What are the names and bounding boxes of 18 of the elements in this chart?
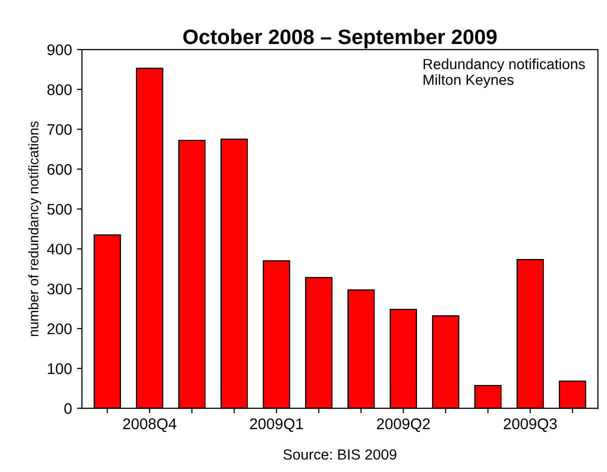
y-axis-title: number of redundancy notifications	[28, 121, 42, 336]
x-tick-label: 2009Q2	[376, 418, 430, 432]
source-note: Source: BIS 2009	[283, 449, 396, 460]
x-tick-label: 2008Q4	[123, 418, 176, 432]
y-tick-label: 300	[47, 284, 72, 294]
y-tick-label: 700	[48, 124, 72, 135]
y-tick-label: 800	[47, 84, 72, 96]
y-tick-label: 200	[48, 323, 72, 334]
y-tick-label: 500	[47, 204, 72, 215]
y-tick-label: 600	[48, 164, 72, 175]
x-tick-label: 2009Q1	[250, 418, 303, 432]
y-tick-label: 100	[48, 363, 72, 374]
annotation: Redundancy notifications Milton Keynes	[424, 58, 585, 88]
y-tick-label: 900	[47, 44, 72, 56]
y-tick-label: 0	[64, 403, 72, 414]
y-tick-label: 400	[47, 244, 72, 255]
chart-title: October 2008 – September 2009	[183, 28, 497, 48]
x-tick-label: 2009Q3	[504, 418, 557, 432]
